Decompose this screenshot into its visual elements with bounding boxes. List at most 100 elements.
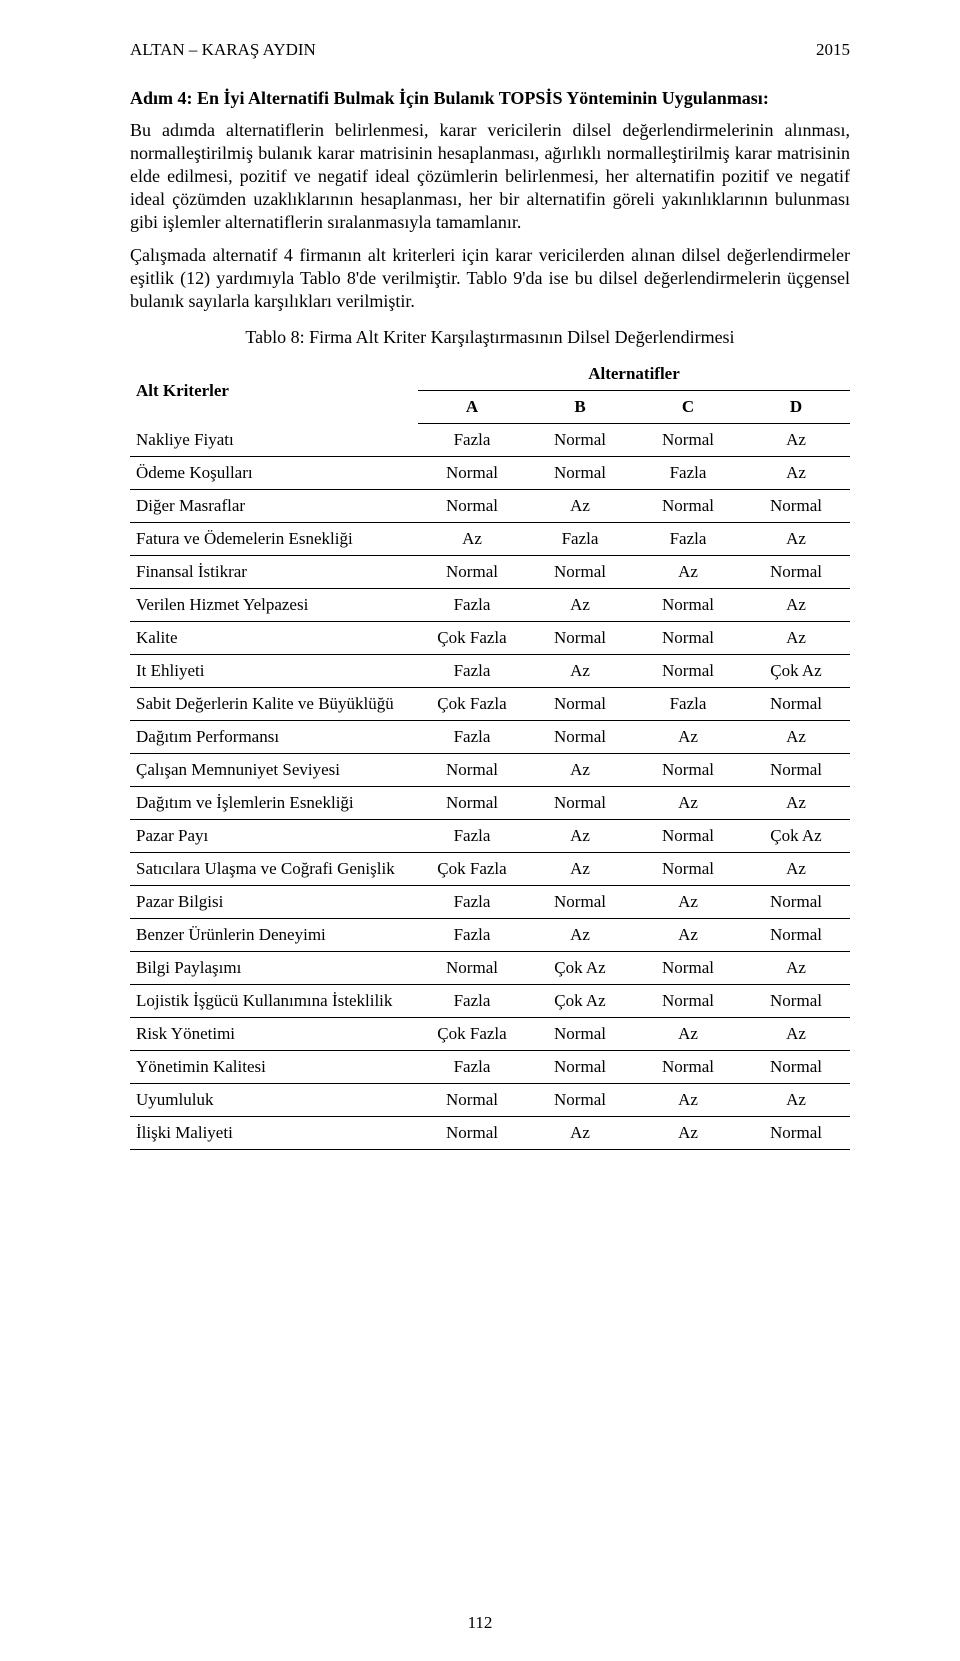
table-row-label: Benzer Ürünlerin Deneyimi [130, 919, 418, 952]
table-cell: Fazla [418, 721, 526, 754]
table-cell: Normal [418, 490, 526, 523]
table-cell: Normal [526, 886, 634, 919]
table-header-col: A [418, 391, 526, 424]
table-cell: Normal [742, 754, 850, 787]
table-row: KaliteÇok FazlaNormalNormalAz [130, 622, 850, 655]
table-cell: Az [742, 622, 850, 655]
table-cell: Normal [634, 490, 742, 523]
table-row-label: Çalışan Memnuniyet Seviyesi [130, 754, 418, 787]
table-row: Dağıtım PerformansıFazlaNormalAzAz [130, 721, 850, 754]
table-cell: Normal [418, 556, 526, 589]
table-row-label: Ödeme Koşulları [130, 457, 418, 490]
table-cell: Az [634, 556, 742, 589]
table-row: Fatura ve Ödemelerin EsnekliğiAzFazlaFaz… [130, 523, 850, 556]
running-head: ALTAN – KARAŞ AYDIN 2015 [130, 40, 850, 60]
table-cell: Normal [418, 1117, 526, 1150]
table-cell: Normal [634, 655, 742, 688]
table-cell: Fazla [418, 589, 526, 622]
table-cell: Normal [742, 556, 850, 589]
table-cell: Az [526, 490, 634, 523]
page-number: 112 [0, 1613, 960, 1633]
table-cell: Az [634, 721, 742, 754]
running-head-right: 2015 [816, 40, 850, 60]
section-heading: Adım 4: En İyi Alternatifi Bulmak İçin B… [130, 88, 850, 109]
table-row: Ödeme KoşullarıNormalNormalFazlaAz [130, 457, 850, 490]
table-row-label: Dağıtım ve İşlemlerin Esnekliği [130, 787, 418, 820]
table-cell: Fazla [418, 985, 526, 1018]
table-row-label: Lojistik İşgücü Kullanımına İsteklilik [130, 985, 418, 1018]
table-cell: Normal [526, 424, 634, 457]
table-cell: Normal [526, 1051, 634, 1084]
table-row-label: Finansal İstikrar [130, 556, 418, 589]
paragraph-2: Çalışmada alternatif 4 firmanın alt krit… [130, 244, 850, 313]
table-cell: Normal [634, 952, 742, 985]
table-cell: Normal [634, 820, 742, 853]
paragraph-1: Bu adımda alternatiflerin belirlenmesi, … [130, 119, 850, 234]
table-cell: Normal [418, 952, 526, 985]
table-row: Pazar BilgisiFazlaNormalAzNormal [130, 886, 850, 919]
table-row-label: Verilen Hizmet Yelpazesi [130, 589, 418, 622]
table-cell: Fazla [418, 820, 526, 853]
table-cell: Az [634, 919, 742, 952]
table-row: Sabit Değerlerin Kalite ve BüyüklüğüÇok … [130, 688, 850, 721]
table-header-col: C [634, 391, 742, 424]
table-cell: Çok Fazla [418, 1018, 526, 1051]
table-row-label: Nakliye Fiyatı [130, 424, 418, 457]
table-cell: Az [526, 919, 634, 952]
table-cell: Az [742, 787, 850, 820]
table-cell: Normal [742, 985, 850, 1018]
running-head-left: ALTAN – KARAŞ AYDIN [130, 40, 316, 60]
table-row: Nakliye FiyatıFazlaNormalNormalAz [130, 424, 850, 457]
table-row: Çalışan Memnuniyet SeviyesiNormalAzNorma… [130, 754, 850, 787]
table-cell: Normal [742, 688, 850, 721]
table-row-label: Risk Yönetimi [130, 1018, 418, 1051]
table-cell: Az [634, 1117, 742, 1150]
table-cell: Çok Az [742, 820, 850, 853]
table-cell: Çok Fazla [418, 853, 526, 886]
table-row: Benzer Ürünlerin DeneyimiFazlaAzAzNormal [130, 919, 850, 952]
table-cell: Fazla [634, 523, 742, 556]
table-cell: Normal [526, 1018, 634, 1051]
table-cell: Az [526, 589, 634, 622]
table-cell: Az [742, 1018, 850, 1051]
table-cell: Fazla [418, 886, 526, 919]
table-cell: Normal [634, 622, 742, 655]
table-cell: Normal [742, 919, 850, 952]
table-cell: Normal [742, 1117, 850, 1150]
table-row: Satıcılara Ulaşma ve Coğrafi GenişlikÇok… [130, 853, 850, 886]
table-cell: Az [634, 886, 742, 919]
table-row: Pazar PayıFazlaAzNormalÇok Az [130, 820, 850, 853]
table-row: Risk YönetimiÇok FazlaNormalAzAz [130, 1018, 850, 1051]
table-cell: Normal [526, 556, 634, 589]
table-row-label: Pazar Payı [130, 820, 418, 853]
table-cell: Normal [634, 853, 742, 886]
table-caption: Tablo 8: Firma Alt Kriter Karşılaştırmas… [130, 327, 850, 348]
table-cell: Normal [634, 424, 742, 457]
table-cell: Normal [634, 1051, 742, 1084]
table-cell: Normal [526, 688, 634, 721]
table-cell: Az [634, 1084, 742, 1117]
table-cell: Normal [742, 490, 850, 523]
table-row-label: Kalite [130, 622, 418, 655]
table-row: Yönetimin KalitesiFazlaNormalNormalNorma… [130, 1051, 850, 1084]
table-row-label: Bilgi Paylaşımı [130, 952, 418, 985]
table-cell: Fazla [634, 688, 742, 721]
table-cell: Az [634, 1018, 742, 1051]
table-row-label: Fatura ve Ödemelerin Esnekliği [130, 523, 418, 556]
table-row-label: Diğer Masraflar [130, 490, 418, 523]
table-cell: Fazla [418, 1051, 526, 1084]
table-header-col: B [526, 391, 634, 424]
table-cell: Az [526, 853, 634, 886]
table-cell: Çok Az [526, 985, 634, 1018]
table-cell: Az [526, 1117, 634, 1150]
table-row-label: Yönetimin Kalitesi [130, 1051, 418, 1084]
table-cell: Normal [634, 754, 742, 787]
table-header-col: D [742, 391, 850, 424]
table-row: Bilgi PaylaşımıNormalÇok AzNormalAz [130, 952, 850, 985]
table-cell: Çok Az [526, 952, 634, 985]
table-cell: Çok Fazla [418, 688, 526, 721]
table-cell: Az [742, 589, 850, 622]
table-cell: Normal [418, 1084, 526, 1117]
table-row: Dağıtım ve İşlemlerin EsnekliğiNormalNor… [130, 787, 850, 820]
table-row-label: Dağıtım Performansı [130, 721, 418, 754]
